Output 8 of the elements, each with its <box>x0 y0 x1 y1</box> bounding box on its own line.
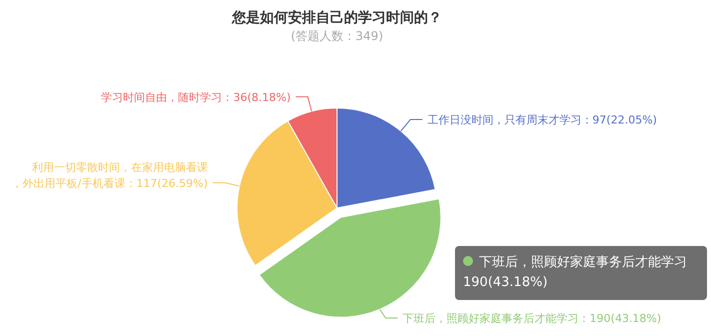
category-label: 下班后，照顾好家庭事务后才能学习：190(43.18%) <box>402 312 662 325</box>
slice-label: 学习时间自由，随时学习：36(8.18%) <box>101 90 291 104</box>
chart-title: 您是如何安排自己的学习时间的？ <box>231 9 442 26</box>
chart-subtitle: (答题人数：349) <box>290 29 384 43</box>
legend-label: 下班后，照顾好家庭事务后才能学习 <box>479 254 687 270</box>
text: 190(43.18%) <box>463 275 548 290</box>
slice-label: 工作日没时间，只有周末才学习：97(22.05%) <box>427 113 657 126</box>
slice-label: 利用一切零散时间，在家用电脑看课，外出用平板/手机看课：117(26.59%) <box>12 160 208 190</box>
